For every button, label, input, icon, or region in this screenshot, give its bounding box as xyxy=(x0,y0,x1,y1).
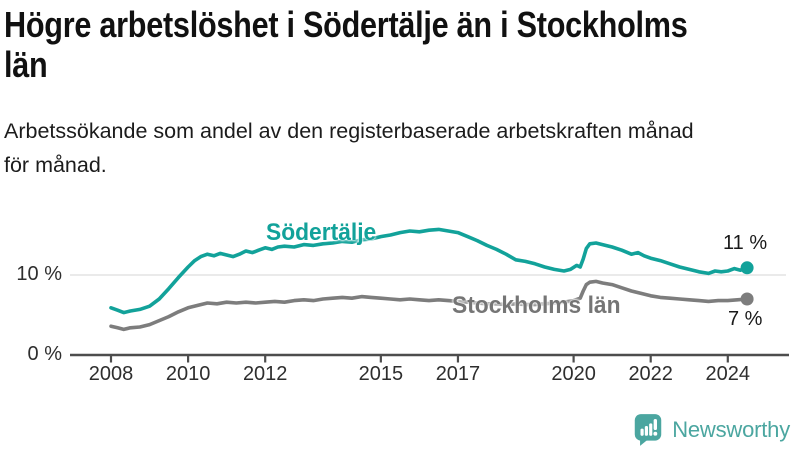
x-axis-labels: 2008 2010 2012 2015 2017 2020 2022 2024 xyxy=(0,363,800,389)
series-label-stockholms-lan: Stockholms län xyxy=(452,292,621,319)
chart-subtitle-line2: för månad. xyxy=(4,153,107,177)
newsworthy-logo[interactable]: Newsworthy xyxy=(633,413,790,447)
chart-subtitle: Arbetssökande som andel av den registerb… xyxy=(4,114,694,182)
x-tick-label-2008: 2008 xyxy=(88,363,134,385)
chart-subtitle-line1: Arbetssökande som andel av den registerb… xyxy=(4,119,694,143)
y-axis-label-10: 10 % xyxy=(16,263,62,285)
page-title: Högre arbetslöshet i Södertälje än i Sto… xyxy=(4,5,800,85)
newsworthy-logo-text: Newsworthy xyxy=(672,417,790,442)
series-line-0 xyxy=(109,227,749,315)
x-tick-label-2024: 2024 xyxy=(705,363,751,385)
x-tick-label-2022: 2022 xyxy=(628,363,673,385)
end-value-stockholms-lan: 7 % xyxy=(728,308,763,330)
x-tick-label-2017: 2017 xyxy=(435,363,481,385)
x-tick-label-2015: 2015 xyxy=(358,363,404,385)
end-value-sodertalje: 11 % xyxy=(723,232,768,254)
x-tick-label-2020: 2020 xyxy=(551,363,596,385)
page-title-line1: Högre arbetslöshet i Södertälje än i Sto… xyxy=(4,4,688,45)
x-tick-label-2010: 2010 xyxy=(165,363,211,385)
series-end-dot-1 xyxy=(740,292,754,306)
series-end-dot-0 xyxy=(740,261,754,275)
y-axis-label-0: 0 % xyxy=(27,343,62,365)
series-label-sodertalje: Södertälje xyxy=(266,219,377,246)
x-tick-label-2012: 2012 xyxy=(242,363,288,385)
page-title-line2: län xyxy=(4,44,48,85)
series-line-1 xyxy=(109,279,749,332)
newsworthy-logo-icon xyxy=(634,414,662,446)
